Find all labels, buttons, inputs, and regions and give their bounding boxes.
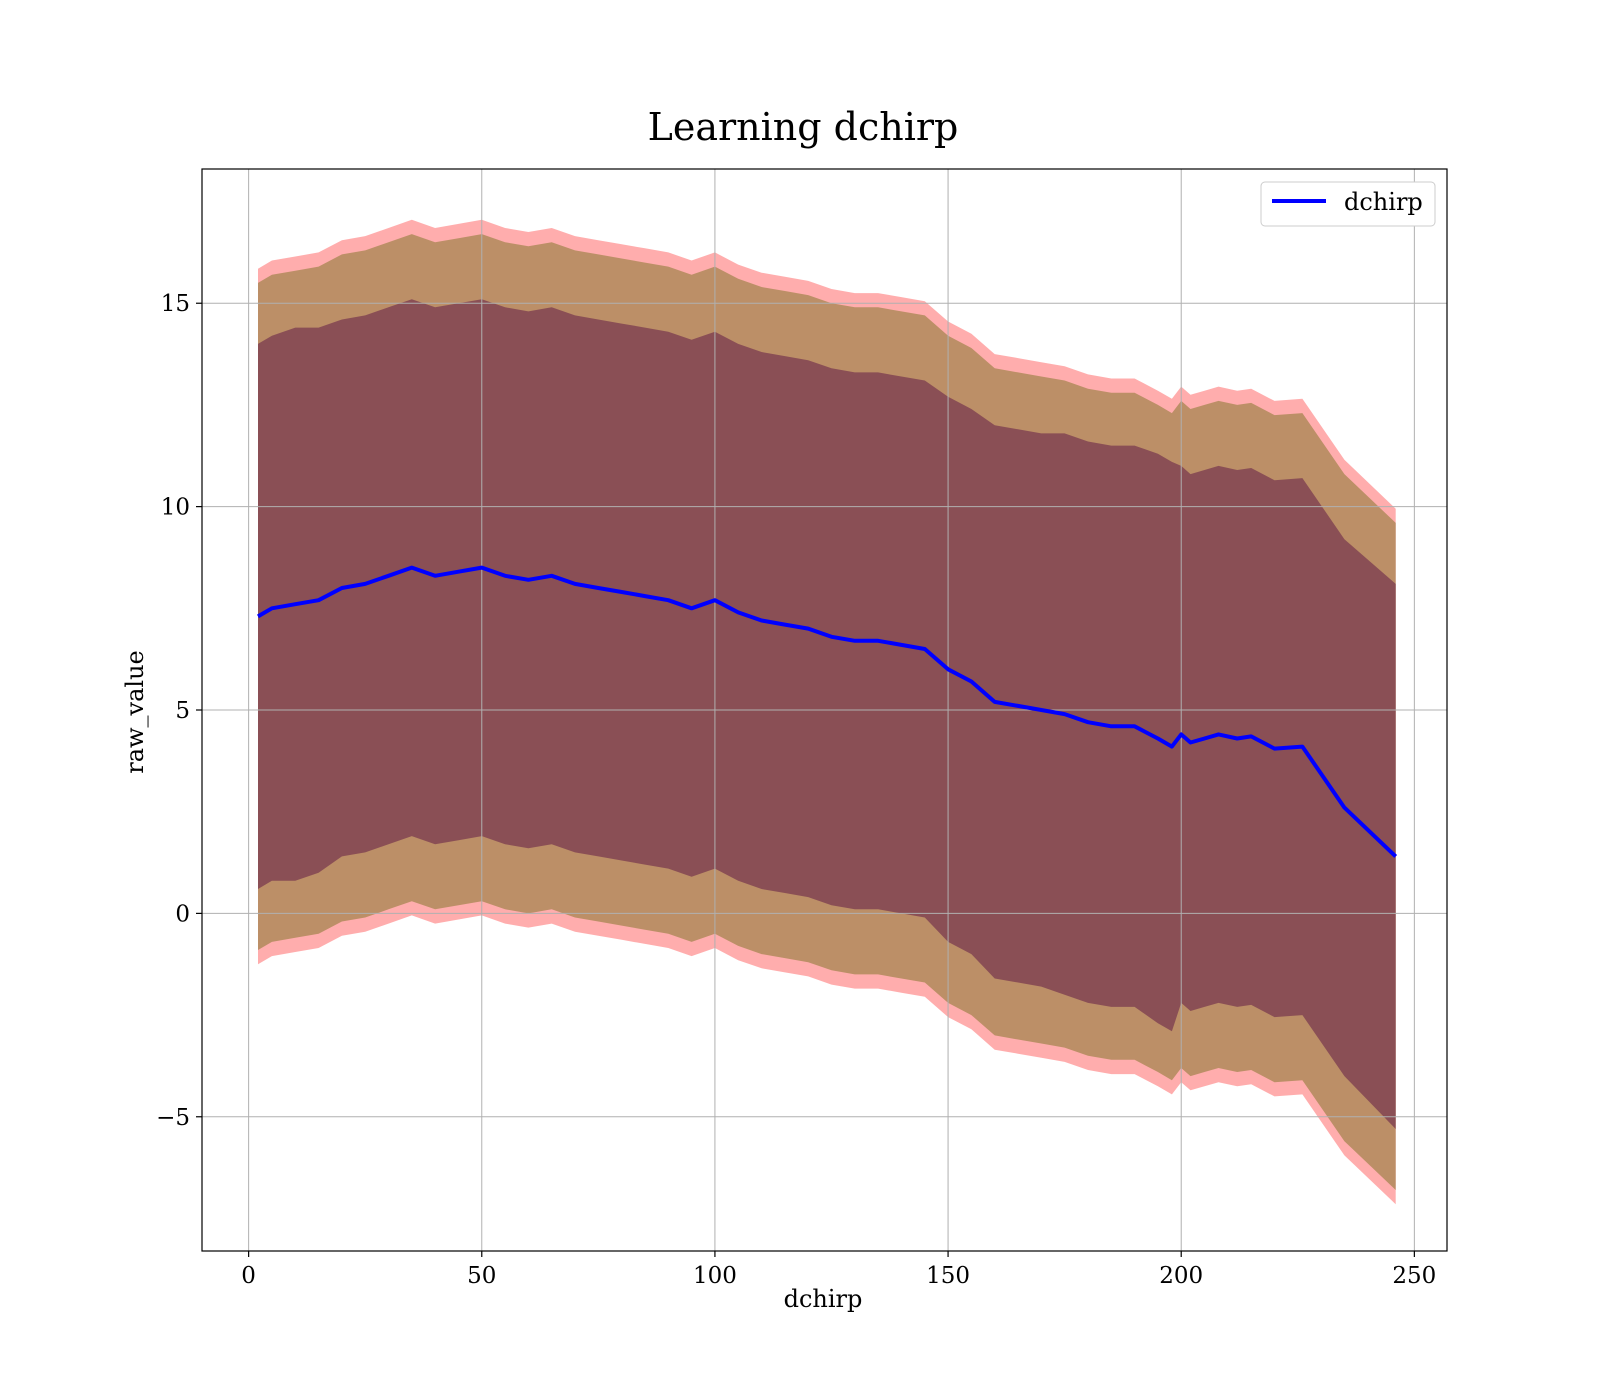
x-tick-label-4: 200	[1159, 1263, 1203, 1289]
y-tick-label-2: 5	[175, 698, 190, 724]
y-tick-label-1: 0	[175, 901, 190, 927]
grid	[202, 169, 1447, 1251]
legend: dchirp	[1260, 181, 1436, 227]
y-tick-label-3: 10	[161, 495, 190, 521]
x-axis-ticks: 0 50 100 150 200 250	[241, 1251, 1436, 1289]
series-line-dchirp	[256, 565, 1398, 858]
x-tick-label-0: 0	[241, 1263, 256, 1289]
legend-label-dchirp: dchirp	[1344, 188, 1423, 216]
legend-box	[1260, 181, 1436, 227]
x-tick-label-5: 250	[1392, 1263, 1436, 1289]
x-tick-label-3: 150	[926, 1263, 970, 1289]
chart-title: Learning dchirp	[648, 105, 959, 149]
y-axis-ticks: −5 0 5 10 15	[156, 291, 202, 1131]
y-tick-label-0: −5	[156, 1105, 190, 1131]
y-axis-label: raw_value	[121, 650, 149, 774]
x-tick-label-2: 100	[693, 1263, 737, 1289]
x-tick-label-1: 50	[467, 1263, 496, 1289]
x-axis-label: dchirp	[784, 1285, 863, 1313]
mean-line-layer	[256, 565, 1398, 858]
y-tick-label-4: 15	[161, 291, 190, 317]
plot-area: 0 50 100 150 200 250 −5 0 5 10 15	[156, 168, 1448, 1289]
